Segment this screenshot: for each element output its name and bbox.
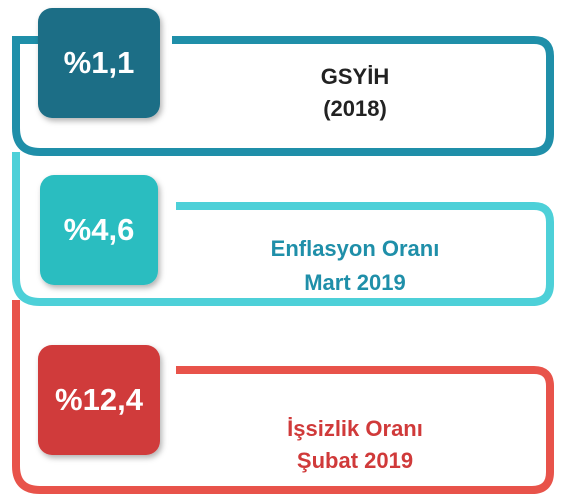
label: (2018): [323, 96, 387, 121]
label: Mart 2019: [304, 270, 406, 295]
label: Enflasyon Oranı: [271, 236, 440, 261]
value-box: [38, 345, 160, 455]
bracket: [12, 152, 554, 306]
value: %4,6: [64, 212, 135, 247]
value-box: [38, 8, 160, 118]
value: %12,4: [55, 382, 144, 417]
label: Şubat 2019: [297, 448, 413, 473]
bracket: [12, 300, 554, 494]
value-box: [40, 175, 158, 285]
bracket: [12, 36, 554, 156]
label: GSYİH: [321, 64, 389, 89]
value: %1,1: [64, 45, 135, 80]
label: İşsizlik Oranı: [287, 416, 423, 441]
